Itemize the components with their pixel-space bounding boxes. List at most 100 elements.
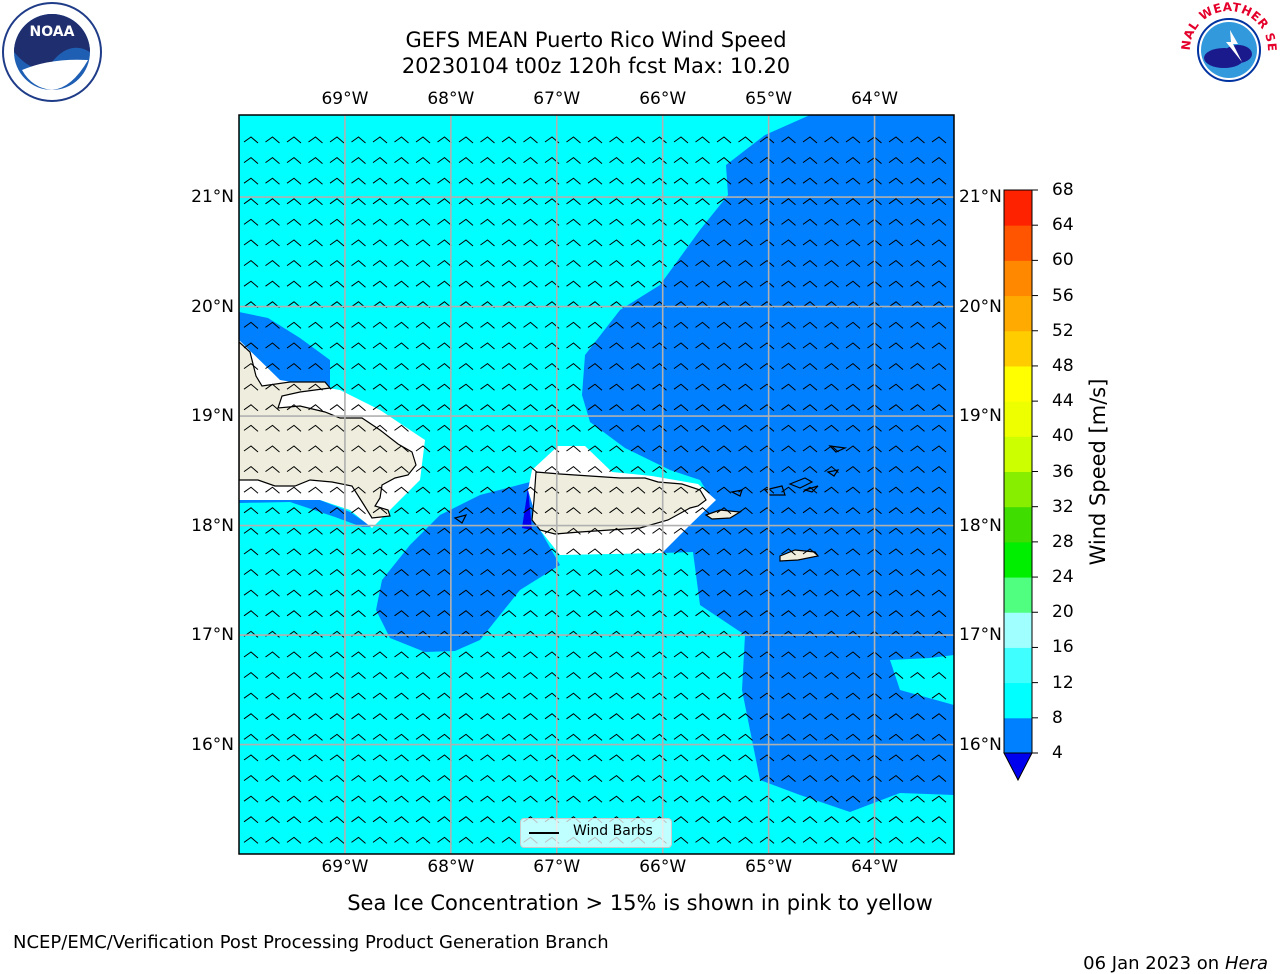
wind-barb bbox=[265, 486, 280, 494]
wind-barb bbox=[329, 548, 345, 556]
wind-barb bbox=[415, 568, 431, 576]
wind-barb bbox=[652, 589, 667, 597]
wind-barb bbox=[652, 383, 667, 391]
wind-barb bbox=[931, 671, 947, 679]
wind-barb bbox=[501, 404, 517, 412]
wind-barb bbox=[329, 218, 345, 226]
wind-barb bbox=[910, 589, 925, 597]
wind-barb bbox=[888, 156, 904, 164]
lon-tick-label: 68°W bbox=[427, 857, 475, 877]
wind-barb bbox=[286, 795, 302, 803]
wind-barb bbox=[243, 259, 259, 267]
wind-barb bbox=[587, 465, 603, 473]
wind-barb bbox=[437, 424, 452, 432]
wind-barb bbox=[931, 692, 947, 700]
wind-barb bbox=[910, 218, 925, 226]
wind-barb bbox=[501, 342, 517, 350]
wind-barb bbox=[566, 568, 581, 576]
wind-barb bbox=[802, 486, 818, 494]
footer-host: Hera bbox=[1224, 953, 1268, 974]
wind-barb bbox=[716, 321, 732, 329]
wind-barb bbox=[243, 589, 259, 597]
wind-barb bbox=[394, 671, 409, 679]
wind-barb bbox=[523, 239, 538, 247]
wind-barb bbox=[716, 486, 732, 494]
wind-barb bbox=[286, 713, 302, 721]
wind-barb bbox=[888, 280, 904, 288]
wind-barb bbox=[931, 198, 947, 206]
wind-barb bbox=[888, 136, 904, 144]
wind-barb bbox=[888, 198, 904, 206]
wind-barb bbox=[243, 465, 259, 473]
wind-barb bbox=[437, 198, 452, 206]
wind-barb bbox=[480, 774, 495, 782]
wind-barb bbox=[931, 610, 947, 618]
wind-barb bbox=[480, 362, 495, 370]
wind-barb bbox=[458, 774, 474, 782]
wind-barb bbox=[351, 713, 366, 721]
wind-barb bbox=[372, 651, 388, 659]
wind-barb bbox=[802, 692, 818, 700]
wind-barb bbox=[824, 198, 839, 206]
wind-barb bbox=[265, 610, 280, 618]
wind-barb bbox=[265, 507, 280, 515]
wind-barb bbox=[931, 651, 947, 659]
wind-barb bbox=[802, 136, 818, 144]
wind-barb bbox=[566, 795, 581, 803]
wind-barb bbox=[394, 568, 409, 576]
wind-barb bbox=[759, 671, 775, 679]
lon-tick-label: 68°W bbox=[427, 89, 475, 109]
wind-barb bbox=[716, 610, 732, 618]
wind-barb bbox=[372, 671, 388, 679]
wind-barb bbox=[501, 177, 517, 185]
wind-barb bbox=[265, 239, 280, 247]
wind-barb bbox=[738, 754, 753, 762]
lat-tick-label: 21°N bbox=[191, 187, 234, 208]
wind-barb bbox=[372, 321, 388, 329]
wind-barb bbox=[781, 816, 796, 824]
wind-barb bbox=[652, 280, 667, 288]
wind-barb bbox=[738, 218, 753, 226]
wind-barb bbox=[609, 259, 624, 267]
wind-barb bbox=[888, 362, 904, 370]
wind-barb bbox=[415, 507, 431, 515]
wind-barb bbox=[759, 713, 775, 721]
wind-barb bbox=[437, 218, 452, 226]
wind-barb bbox=[351, 568, 366, 576]
nws-logo: NATIONAL WEATHER SERVICE bbox=[1173, 0, 1280, 100]
wind-barb bbox=[910, 362, 925, 370]
colorbar-label: Wind Speed [m/s] bbox=[1086, 378, 1110, 566]
wind-barb bbox=[394, 424, 409, 432]
wind-barb bbox=[523, 424, 538, 432]
wind-barb bbox=[308, 383, 323, 391]
wind-barb bbox=[437, 795, 452, 803]
wind-barb bbox=[243, 342, 259, 350]
wind-barb bbox=[824, 671, 839, 679]
wind-barb bbox=[458, 404, 474, 412]
wind-barb bbox=[802, 259, 818, 267]
wind-barb bbox=[781, 774, 796, 782]
colorbar-segment bbox=[1004, 401, 1032, 437]
wind-barb bbox=[716, 404, 732, 412]
wind-barb bbox=[609, 754, 624, 762]
wind-barb bbox=[824, 548, 839, 556]
wind-barb bbox=[415, 527, 431, 535]
wind-barb bbox=[910, 156, 925, 164]
wind-barb bbox=[738, 280, 753, 288]
wind-barb bbox=[630, 692, 646, 700]
wind-barb bbox=[695, 362, 710, 370]
wind-barb bbox=[781, 507, 796, 515]
wind-barb bbox=[286, 156, 302, 164]
wind-barb bbox=[609, 671, 624, 679]
wind-barb bbox=[308, 362, 323, 370]
wind-barb bbox=[695, 198, 710, 206]
wind-barb bbox=[716, 445, 732, 453]
colorbar-segment bbox=[1004, 295, 1032, 332]
wind-barb bbox=[415, 692, 431, 700]
wind-barb bbox=[351, 692, 366, 700]
wind-barb bbox=[824, 568, 839, 576]
wind-barb bbox=[630, 610, 646, 618]
wind-barb bbox=[888, 445, 904, 453]
wind-barb bbox=[824, 259, 839, 267]
wind-barb bbox=[738, 589, 753, 597]
